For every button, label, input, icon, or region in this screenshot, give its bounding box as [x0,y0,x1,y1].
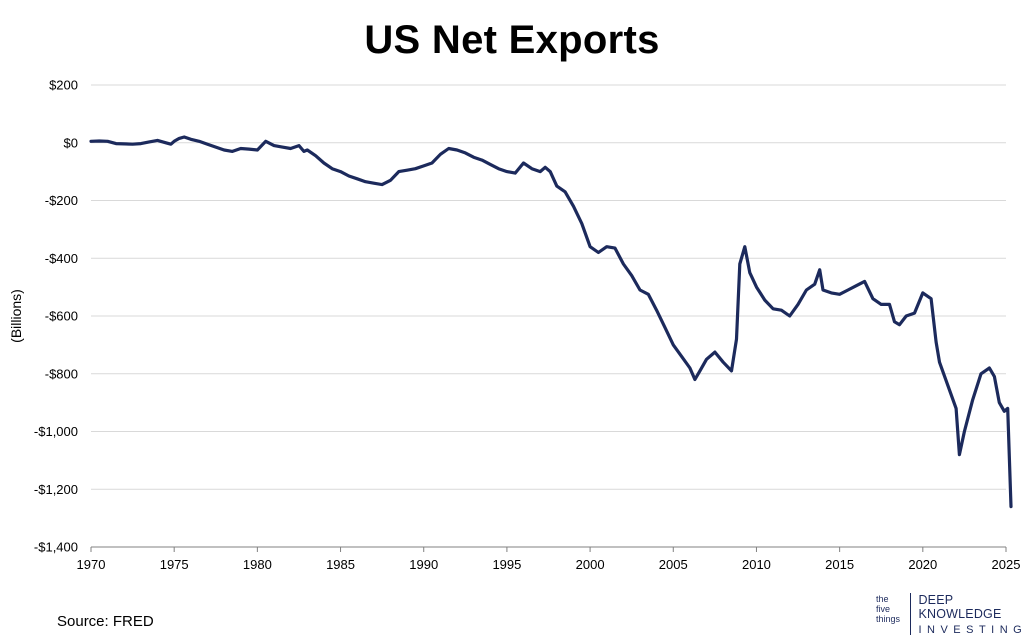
net-exports-line [89,135,1013,509]
y-tick-label: $0 [64,135,78,150]
chart-title: US Net Exports [364,18,660,62]
x-tick-label: 2010 [742,557,771,572]
x-tick-label: 2015 [825,557,854,572]
y-axis-label: (Billions) [8,289,24,343]
x-tick-label: 2000 [576,557,605,572]
source-note: Source: FRED [57,613,154,630]
brand-logo: the five things DEEP KNOWLEDGE INVESTING [876,592,1024,636]
y-axis-ticks: $200 $0 -$200 -$400 -$600 -$800 -$1,000 -$1,200… [34,78,78,555]
y-tick-label: $200 [49,78,78,93]
x-tick-label: 1985 [326,557,355,572]
x-tick-label: 1995 [492,557,521,572]
y-tick-label: -$400 [45,251,78,266]
y-tick-label: -$1,200 [34,482,78,497]
logo-divider [909,593,911,635]
x-tick-label: 1970 [77,557,106,572]
x-tick-label: 1975 [160,557,189,572]
x-tick-label: 2005 [659,557,688,572]
x-tick-label: 2020 [908,557,937,572]
the-five-things-logo-mark: the five things [876,594,901,624]
series-layer [89,135,1013,509]
logo-wordmark: DEEP KNOWLEDGE INVESTING [918,592,1024,636]
y-tick-label: -$200 [45,193,78,208]
y-tick-label: -$800 [45,366,78,381]
x-tick-label: 1980 [243,557,272,572]
x-tick-label: 1990 [409,557,438,572]
gridlines [91,84,1006,490]
y-tick-label: -$1,000 [34,424,78,439]
y-tick-label: -$600 [45,309,78,324]
y-tick-label: -$1,400 [34,540,78,555]
x-tick-label: 2025 [992,557,1021,572]
x-axis-ticks: 1970 1975 1980 1985 1990 1995 2000 2005 2010 2015… [77,547,1021,572]
